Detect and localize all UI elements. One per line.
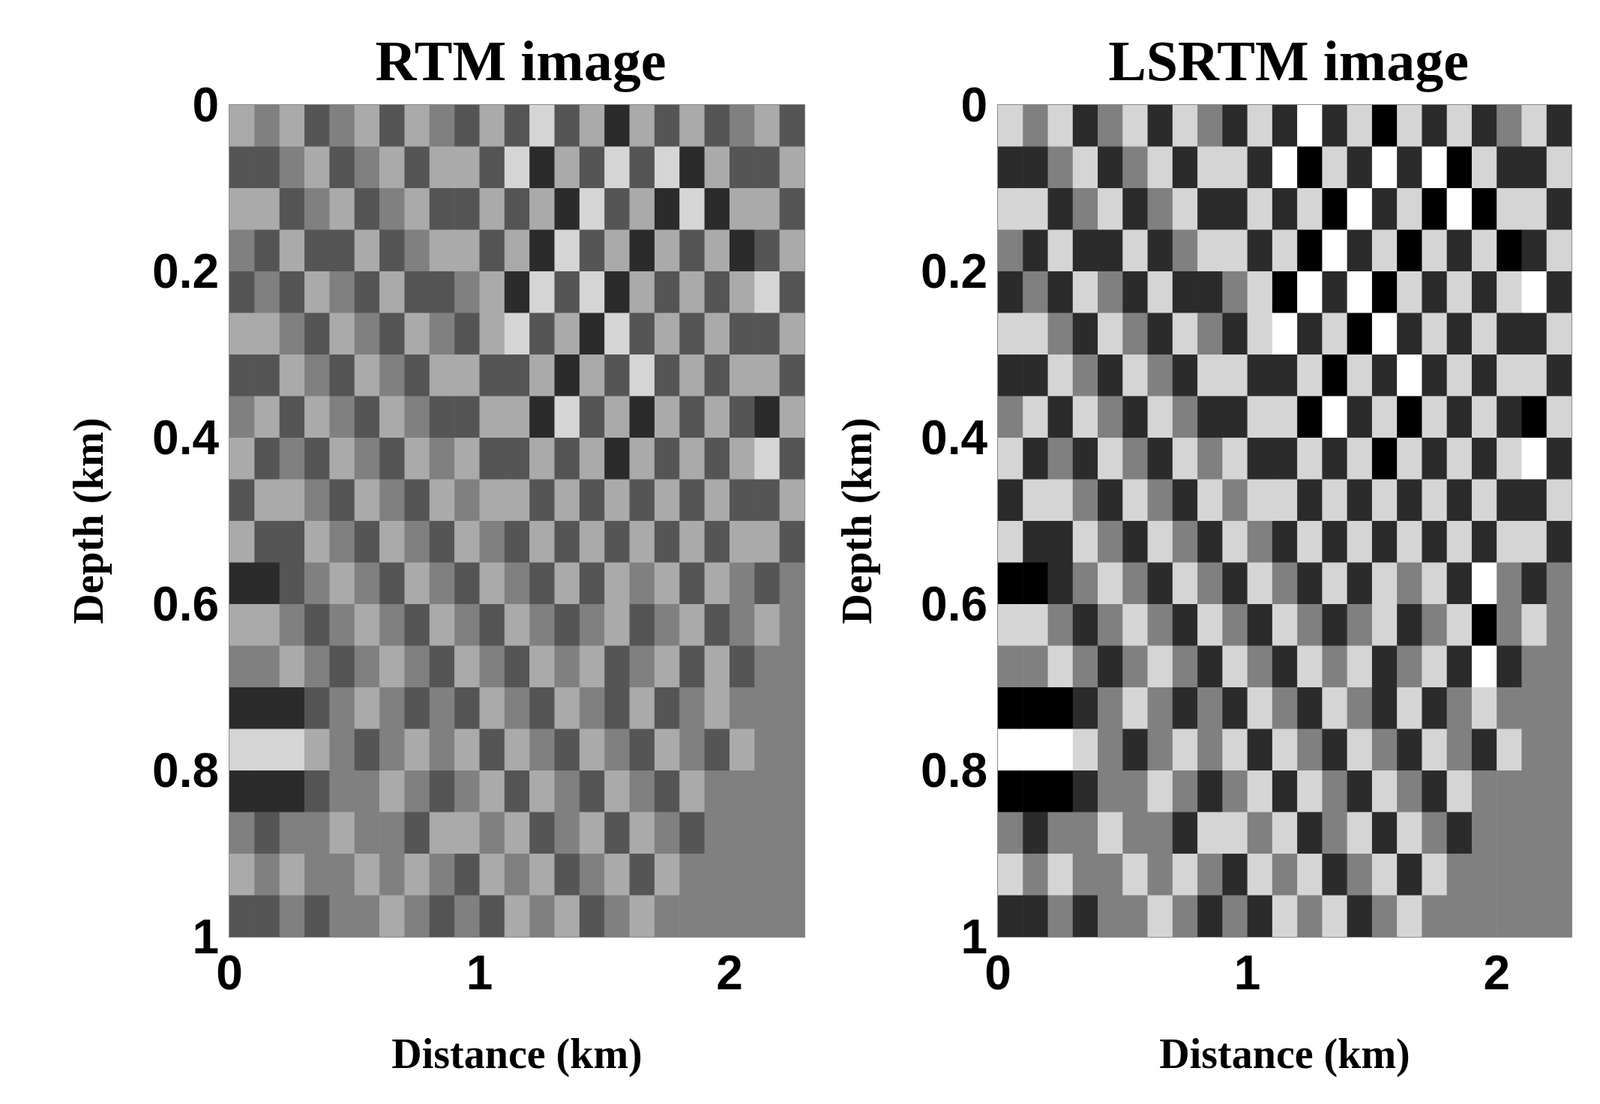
svg-text:0.2: 0.2 xyxy=(920,244,988,299)
svg-text:1: 1 xyxy=(1234,946,1262,1001)
svg-text:Depth (km): Depth (km) xyxy=(833,417,881,624)
svg-text:2: 2 xyxy=(716,946,744,1001)
svg-text:1: 1 xyxy=(191,910,219,965)
svg-text:Distance (km): Distance (km) xyxy=(391,1030,642,1079)
svg-text:LSRTM image: LSRTM image xyxy=(1108,29,1469,93)
svg-text:2: 2 xyxy=(1483,946,1511,1001)
svg-text:0.2: 0.2 xyxy=(152,244,219,299)
svg-text:Depth (km): Depth (km) xyxy=(65,417,113,624)
svg-text:RTM image: RTM image xyxy=(375,29,667,93)
svg-text:0.8: 0.8 xyxy=(920,743,988,798)
svg-text:0: 0 xyxy=(984,946,1012,1001)
svg-text:Distance (km): Distance (km) xyxy=(1159,1030,1410,1079)
svg-text:0.6: 0.6 xyxy=(920,577,988,632)
svg-text:0.4: 0.4 xyxy=(920,410,988,465)
svg-text:0: 0 xyxy=(191,77,219,132)
svg-text:0.6: 0.6 xyxy=(152,577,219,632)
svg-text:0.8: 0.8 xyxy=(152,743,219,798)
svg-text:0: 0 xyxy=(215,946,243,1001)
svg-text:1: 1 xyxy=(960,910,988,965)
svg-text:0: 0 xyxy=(960,77,988,132)
svg-text:1: 1 xyxy=(466,946,494,1001)
svg-text:0.4: 0.4 xyxy=(152,410,219,465)
